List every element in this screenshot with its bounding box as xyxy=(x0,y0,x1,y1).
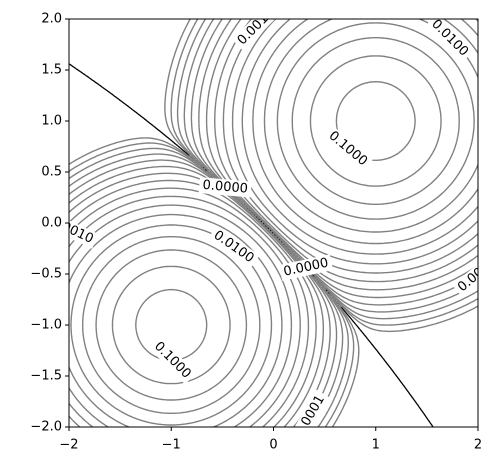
contour-label-bg xyxy=(207,225,260,269)
contour-label-bg xyxy=(198,177,252,198)
x-tick-label: 2 xyxy=(474,438,482,453)
contour-line xyxy=(82,22,475,414)
contour-label-group: 0.1000 xyxy=(148,336,197,385)
y-tick-label: 1.5 xyxy=(41,63,62,78)
contour-label: 0.0001 xyxy=(292,393,328,440)
contour-label-bg xyxy=(69,212,99,249)
y-tick-label: −2.0 xyxy=(30,420,62,435)
y-tick-label: 2.0 xyxy=(41,12,62,27)
y-tick-label: −0.5 xyxy=(30,267,62,282)
contour-label: 0.0001 xyxy=(455,254,498,295)
contour-label-bg xyxy=(425,19,474,63)
contour-line xyxy=(95,37,460,401)
zero-contour xyxy=(69,63,434,427)
contour-label-bg xyxy=(232,19,281,51)
contour-label-bg xyxy=(290,389,331,427)
contour-label-bg xyxy=(148,336,197,385)
contour-label-bg xyxy=(452,251,478,298)
contour-label-group: 0.1000 xyxy=(322,125,373,172)
contour-label-bg xyxy=(322,125,373,172)
y-tick-label: 0.0 xyxy=(41,216,62,231)
x-tick-label: 1 xyxy=(372,438,380,453)
x-tick-label: −2 xyxy=(59,438,78,453)
y-tick-label: −1.5 xyxy=(30,369,62,384)
y-tick-label: 1.0 xyxy=(41,114,62,129)
contour-label: 0.1000 xyxy=(151,339,194,382)
contour-label-group: 0.0000 xyxy=(198,177,252,198)
contour-line xyxy=(69,19,478,427)
y-tick-label: 0.5 xyxy=(41,165,62,180)
contour-label-bg xyxy=(278,254,334,281)
contour-label: 0.0000 xyxy=(202,178,249,197)
contour-line xyxy=(111,55,442,385)
y-tick-label: −1.0 xyxy=(30,318,62,333)
x-tick-label: 0 xyxy=(269,438,277,453)
contour-label: 0.1000 xyxy=(326,128,370,169)
x-tick-label: −1 xyxy=(162,438,181,453)
